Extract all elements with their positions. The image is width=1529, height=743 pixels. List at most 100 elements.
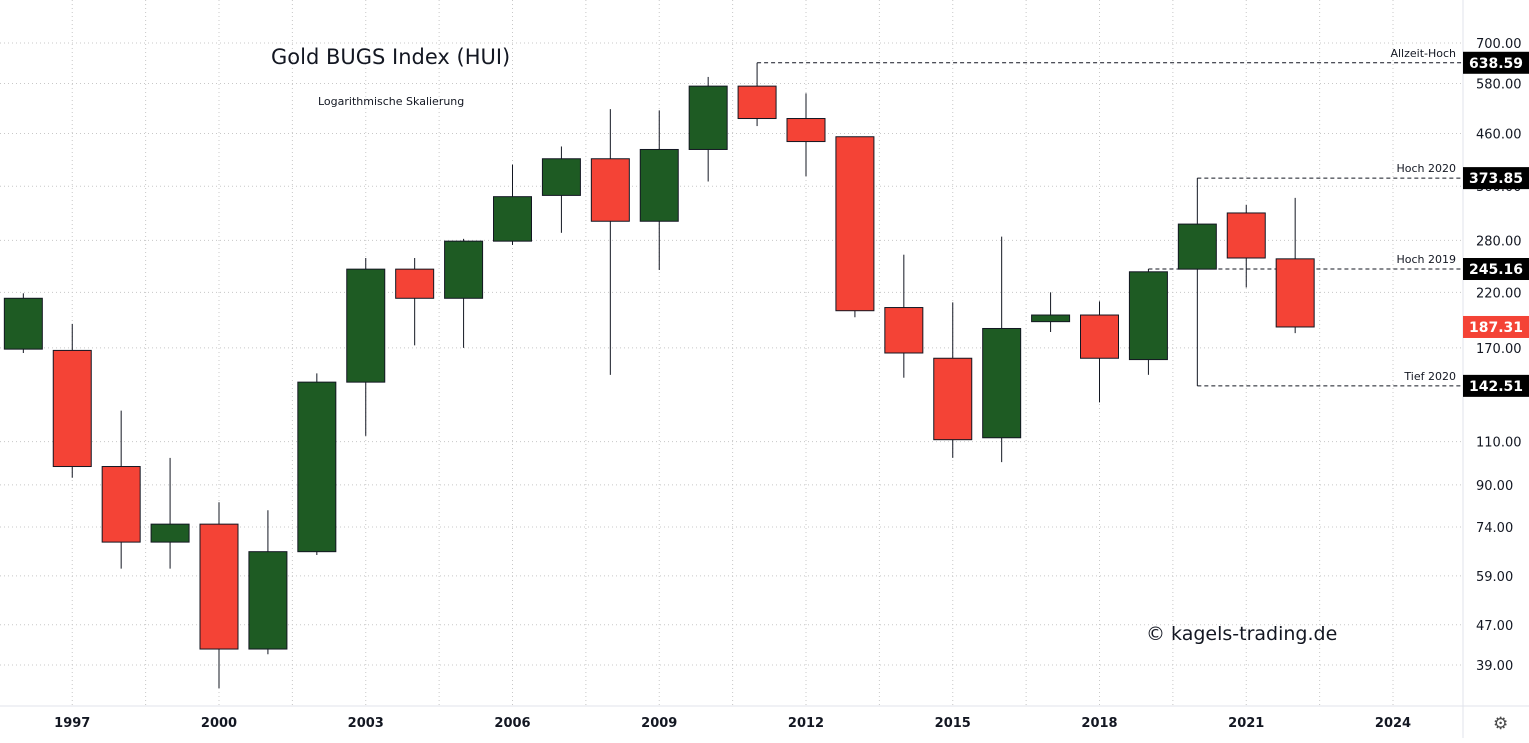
candle-2007 [541, 146, 581, 233]
price-badge-value: 245.16 [1469, 262, 1523, 278]
chart-subtitle: Logarithmische Skalierung [318, 95, 464, 108]
candle-2022 [1275, 197, 1315, 334]
candles [3, 62, 1315, 689]
candle-body [835, 136, 875, 312]
candle-body [150, 523, 190, 543]
candle-2001 [248, 510, 288, 655]
candle-body [541, 158, 581, 196]
candle-2013 [835, 136, 875, 318]
y-tick-label: 220.00 [1476, 286, 1522, 301]
candle-2020 [1177, 178, 1217, 386]
reference-label: Allzeit-Hoch [1390, 47, 1456, 60]
price-badge-value: 142.51 [1469, 379, 1523, 395]
x-tick-label: 2018 [1081, 716, 1117, 731]
candle-1998 [101, 410, 141, 569]
candle-1996 [3, 293, 43, 353]
candle-2008 [590, 109, 630, 375]
price-badge [1463, 51, 1529, 74]
candle-body [248, 551, 288, 650]
candle-body [444, 240, 484, 299]
y-tick-label: 74.00 [1476, 521, 1513, 536]
candle-body [639, 148, 679, 222]
candle-2002 [297, 373, 337, 555]
candle-body [1275, 258, 1315, 328]
candle-2018 [1080, 301, 1119, 403]
candle-body [884, 307, 924, 354]
last-price-badge [1463, 315, 1529, 338]
y-tick-label: 47.00 [1476, 619, 1513, 634]
reference-label: Hoch 2020 [1396, 162, 1456, 175]
y-tick-label: 59.00 [1476, 570, 1513, 585]
y-tick-label: 280.00 [1476, 234, 1522, 249]
candle-body [101, 466, 141, 543]
candle-2017 [1031, 292, 1071, 332]
x-tick-label: 2000 [201, 716, 237, 731]
candle-2016 [982, 236, 1022, 463]
price-badge-value: 638.59 [1469, 56, 1523, 72]
y-tick-label: 700.00 [1476, 37, 1522, 52]
y-tick-label: 110.00 [1476, 436, 1522, 451]
candle-body [1080, 314, 1119, 359]
candle-body [1128, 271, 1168, 361]
candle-2003 [346, 258, 386, 436]
candle-2010 [688, 76, 728, 182]
candle-2004 [395, 258, 435, 346]
y-tick-label: 90.00 [1476, 479, 1513, 494]
reference-label: Hoch 2019 [1396, 253, 1456, 266]
candle-body [493, 196, 532, 242]
last-price-value: 187.31 [1469, 320, 1523, 336]
y-tick-label: 580.00 [1476, 78, 1522, 93]
candle-2006 [493, 164, 532, 246]
candle-2015 [933, 302, 973, 458]
price-badges: 638.59 373.85 245.16 142.51 187.31 [1463, 51, 1529, 397]
y-axis-ticks: 39.00 47.00 59.00 74.00 90.00 110.00 170.00 220… [1476, 37, 1522, 674]
price-badge [1463, 374, 1529, 397]
x-axis-ticks: 1997 2000 2003 2006 2009 2012 2015 2018 2021 2024 [54, 716, 1411, 731]
x-tick-label: 2003 [348, 716, 384, 731]
y-tick-label: 460.00 [1476, 127, 1522, 142]
x-tick-label: 2021 [1228, 716, 1264, 731]
candle-body [346, 268, 386, 383]
watermark: © kagels-trading.de [1146, 623, 1337, 645]
x-tick-label: 1997 [54, 716, 90, 731]
candle-body [590, 158, 630, 222]
x-tick-label: 2012 [788, 716, 824, 731]
candle-body [3, 297, 43, 350]
candle-body [199, 523, 239, 650]
candle-body [1177, 223, 1217, 270]
candle-2000 [199, 502, 239, 689]
x-tick-label: 2006 [494, 716, 530, 731]
candle-2021 [1226, 204, 1266, 288]
candle-body [297, 381, 337, 553]
price-badge-value: 373.85 [1469, 171, 1523, 187]
y-tick-label: 170.00 [1476, 342, 1522, 357]
x-tick-label: 2009 [641, 716, 677, 731]
candle-body [786, 118, 826, 143]
candle-2005 [444, 238, 484, 348]
x-tick-label: 2015 [935, 716, 971, 731]
grid [0, 0, 1463, 706]
candle-body [933, 357, 973, 441]
candle-body [1031, 314, 1071, 323]
chart-title: Gold BUGS Index (HUI) [271, 45, 510, 69]
y-tick-label: 39.00 [1476, 659, 1513, 674]
candle-body [688, 85, 728, 150]
candle-2012 [786, 93, 826, 177]
candle-body [737, 85, 777, 120]
candle-2009 [639, 110, 679, 271]
gear-icon[interactable]: ⚙ [1493, 714, 1508, 734]
candle-body [982, 327, 1022, 439]
candle-body [52, 349, 92, 468]
price-badge [1463, 167, 1529, 190]
reference-label: Tief 2020 [1403, 370, 1456, 383]
price-badge [1463, 258, 1529, 281]
candle-1999 [150, 457, 190, 569]
x-tick-label: 2024 [1375, 716, 1411, 731]
candle-2019 [1128, 269, 1168, 375]
candle-2011 [737, 62, 777, 127]
candle-2014 [884, 254, 924, 378]
candle-body [1226, 212, 1266, 259]
